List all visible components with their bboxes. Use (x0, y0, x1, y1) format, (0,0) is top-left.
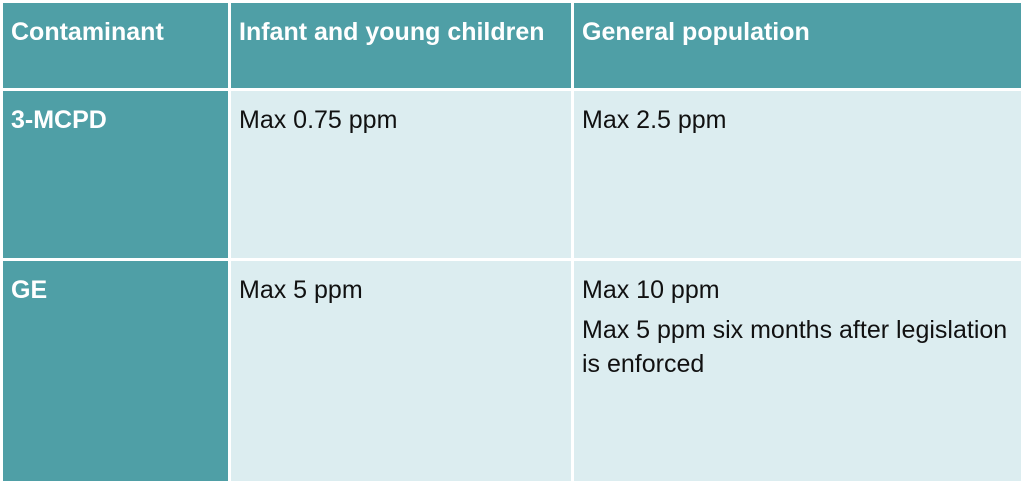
table-row: GE Max 5 ppm Max 10 ppm Max 5 ppm six mo… (1, 259, 1024, 484)
cell-3mcpd-general: Max 2.5 ppm (572, 89, 1024, 261)
cell-value: Max 10 ppm (582, 276, 720, 304)
header-infant-young-children: Infant and young children (229, 1, 574, 91)
header-row: Contaminant Infant and young children Ge… (1, 1, 1024, 91)
row-label-3mcpd: 3-MCPD (1, 89, 231, 261)
table-row: 3-MCPD Max 0.75 ppm Max 2.5 ppm (1, 89, 1024, 261)
cell-value: Max 5 ppm six months after legislation i… (582, 316, 1008, 378)
cell-value: Max 5 ppm (239, 276, 363, 304)
row-label-ge: GE (1, 259, 231, 484)
cell-value: Max 0.75 ppm (239, 106, 398, 134)
cell-3mcpd-infant: Max 0.75 ppm (229, 89, 574, 261)
cell-ge-general: Max 10 ppm Max 5 ppm six months after le… (572, 259, 1024, 484)
header-general-population: General population (572, 1, 1024, 91)
header-contaminant: Contaminant (1, 1, 231, 91)
cell-value: Max 2.5 ppm (582, 106, 727, 134)
cell-ge-infant: Max 5 ppm (229, 259, 574, 484)
